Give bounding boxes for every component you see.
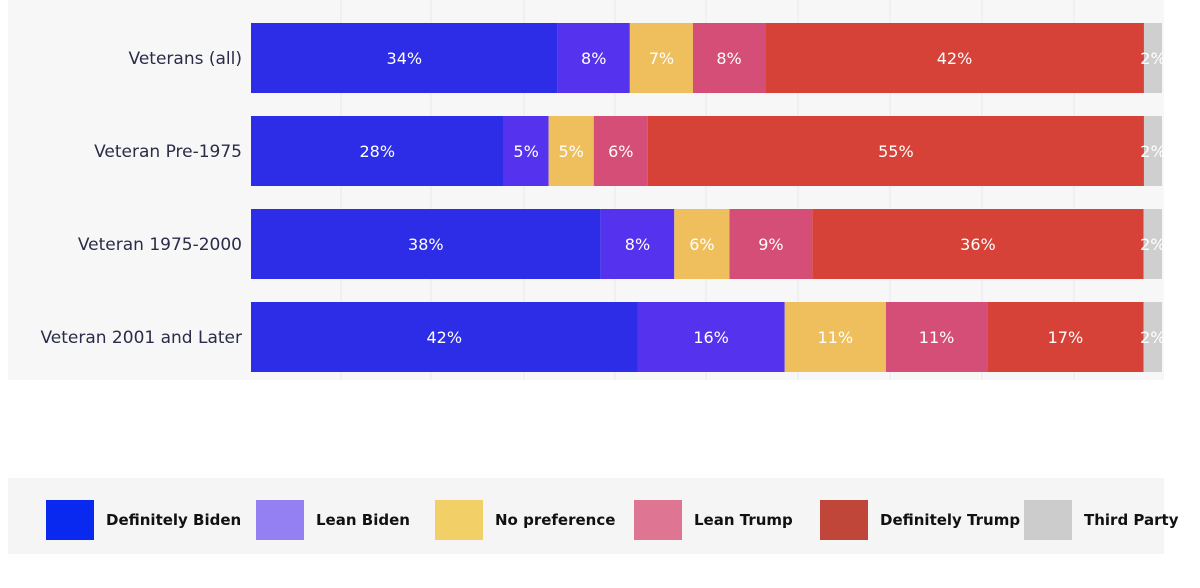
legend-swatch [46,500,94,540]
legend-swatch [1024,500,1072,540]
bar-veteran-2001-and-later-lean-trump [885,302,988,372]
data-label-veteran-1975-2000-definitely-biden: 38% [408,235,444,254]
legend-label: Lean Biden [316,511,410,529]
legend-swatch [256,500,304,540]
bar-veterans-all-lean-trump [692,23,766,93]
category-label-veteran-1975-2000: Veteran 1975-2000 [78,235,242,255]
legend-label: No preference [495,511,616,529]
legend-swatch [820,500,868,540]
data-label-veteran-1975-2000-third-party: 2% [1140,235,1164,254]
data-label-veteran-2001-and-later-third-party: 2% [1140,328,1164,347]
data-label-veteran-2001-and-later-definitely-trump: 17% [1048,328,1084,347]
bar-veteran-pre-1975-definitely-biden [251,116,504,186]
data-label-veteran-pre-1975-definitely-biden: 28% [359,142,395,161]
bar-veteran-2001-and-later-definitely-biden [251,302,638,372]
data-label-veterans-all-third-party: 2% [1140,49,1164,68]
legend-label: Definitely Trump [880,511,1021,529]
bar-veteran-2001-and-later-definitely-trump [987,302,1144,372]
data-label-veteran-pre-1975-lean-trump: 6% [608,142,633,161]
data-label-veteran-pre-1975-no-preference: 5% [559,142,584,161]
stacked-bar-chart: Veterans (all) 34% 8% 7% 8% 42% 2% Veteran Pre-… [40,0,1164,380]
category-label-veteran-pre-1975: Veteran Pre-1975 [94,142,242,162]
bar-veteran-pre-1975-third-party [1143,116,1162,186]
data-label-veteran-1975-2000-lean-biden: 8% [625,235,650,254]
data-label-veteran-1975-2000-definitely-trump: 36% [960,235,996,254]
data-label-veterans-all-definitely-trump: 42% [937,49,973,68]
chart-panel: Veterans (all) 34% 8% 7% 8% 42% 2% Veteran Pre-… [8,0,1164,380]
legend-item-lean-trump: Lean Trump [634,500,793,540]
category-label-veteran-2001-and-later: Veteran 2001 and Later [40,328,242,348]
bar-veteran-2001-and-later-no-preference [784,302,886,372]
bar-veterans-all-definitely-trump [765,23,1144,93]
legend-swatch [435,500,483,540]
data-label-veterans-all-definitely-biden: 34% [387,49,423,68]
chart-legend: Definitely Biden Lean Biden No preference L… [8,478,1178,554]
data-label-veteran-pre-1975-third-party: 2% [1140,142,1164,161]
bar-veterans-all-no-preference [629,23,693,93]
bar-veteran-2001-and-later-lean-biden [637,302,785,372]
legend-item-definitely-biden: Definitely Biden [46,500,241,540]
data-label-veteran-1975-2000-no-preference: 6% [689,235,714,254]
data-label-veteran-1975-2000-lean-trump: 9% [758,235,783,254]
category-label-veterans-all: Veterans (all) [129,49,242,69]
legend-item-third-party: Third Party [1024,500,1178,540]
bar-veteran-1975-2000-third-party [1143,209,1162,279]
bar-veteran-1975-2000-no-preference [674,209,730,279]
bar-veteran-1975-2000-definitely-trump [812,209,1144,279]
data-label-veterans-all-lean-trump: 8% [716,49,741,68]
bar-veterans-all-third-party [1143,23,1162,93]
bar-veteran-pre-1975-no-preference [548,116,594,186]
bar-veteran-1975-2000-lean-trump [729,209,813,279]
bar-veteran-pre-1975-lean-trump [593,116,648,186]
bar-veteran-2001-and-later-third-party [1143,302,1162,372]
bar-veteran-1975-2000-definitely-biden [251,209,601,279]
bar-veteran-pre-1975-definitely-trump [647,116,1144,186]
bar-veteran-1975-2000-lean-biden [600,209,675,279]
data-label-veteran-2001-and-later-lean-biden: 16% [693,328,729,347]
legend-item-no-preference: No preference [435,500,615,540]
legend-label: Third Party [1084,511,1179,529]
bar-veterans-all-lean-biden [557,23,630,93]
data-label-veterans-all-lean-biden: 8% [581,49,606,68]
legend-label: Lean Trump [694,511,793,529]
legend-item-definitely-trump: Definitely Trump [820,500,1020,540]
legend-label: Definitely Biden [106,511,242,529]
data-label-veteran-2001-and-later-lean-trump: 11% [919,328,955,347]
bar-veteran-pre-1975-lean-biden [503,116,549,186]
data-label-veteran-pre-1975-definitely-trump: 55% [878,142,914,161]
data-label-veteran-2001-and-later-no-preference: 11% [818,328,854,347]
legend-swatch [634,500,682,540]
data-label-veteran-pre-1975-lean-biden: 5% [513,142,538,161]
bar-veterans-all-definitely-biden [251,23,558,93]
data-label-veterans-all-no-preference: 7% [649,49,674,68]
legend-item-lean-biden: Lean Biden [256,500,410,540]
data-label-veteran-2001-and-later-definitely-biden: 42% [426,328,462,347]
